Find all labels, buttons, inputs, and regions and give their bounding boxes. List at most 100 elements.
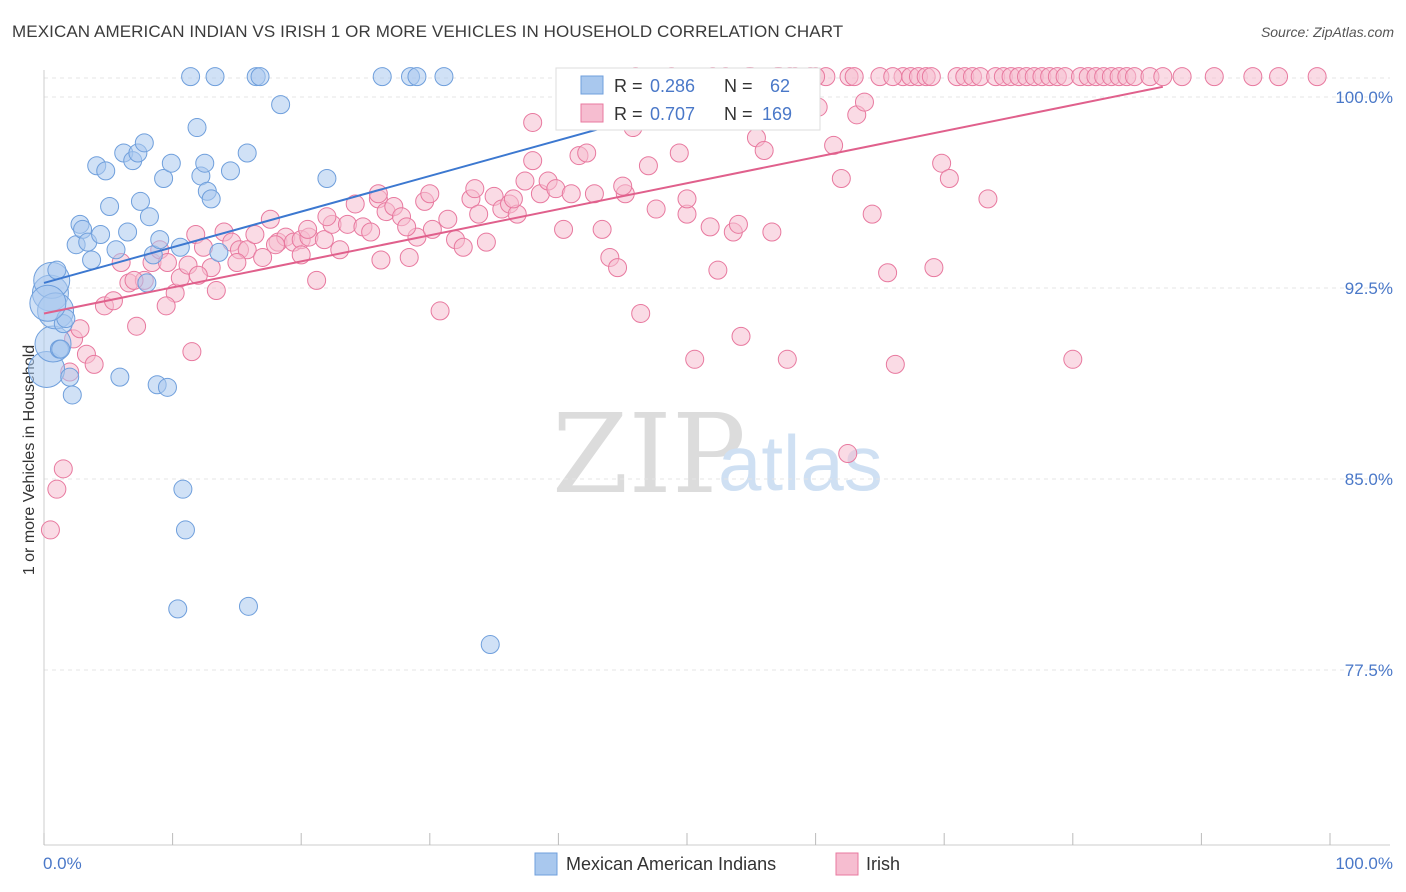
irish-point-169 <box>420 184 440 204</box>
irish-point-149 <box>1307 67 1327 87</box>
irish-point-159 <box>921 67 941 87</box>
irish-point-87 <box>700 217 720 237</box>
blue-point-21 <box>110 367 130 387</box>
y-tick-labels: 100.0% 92.5% 85.0% 77.5% <box>1335 88 1393 680</box>
irish-point-116 <box>924 258 944 278</box>
irish-trend-line <box>43 85 1164 315</box>
stats-blue-n-value: 62 <box>770 76 790 96</box>
irish-point-167 <box>317 207 337 227</box>
irish-point-23 <box>206 281 226 301</box>
blue-point-39 <box>175 520 195 540</box>
irish-point-41 <box>345 194 365 214</box>
irish-point-53 <box>438 209 458 229</box>
irish-point-110 <box>878 263 898 283</box>
irish-point-7 <box>84 354 104 374</box>
blue-point-29 <box>139 207 159 227</box>
legend-pink-label: Irish <box>866 854 900 874</box>
source-label: Source: ZipAtlas.com <box>1260 24 1394 40</box>
blue-point-35 <box>161 153 181 173</box>
irish-point-27 <box>237 240 257 260</box>
irish-point-43 <box>361 222 381 242</box>
x-ticks <box>43 833 1331 845</box>
blue-point-61 <box>51 339 71 359</box>
blue-point-49 <box>237 143 257 163</box>
irish-point-2 <box>53 459 73 479</box>
irish-point-166 <box>291 245 311 265</box>
irish-point-83 <box>669 143 689 163</box>
irish-point-57 <box>469 204 489 224</box>
irish-point-79 <box>638 156 658 176</box>
stats-pink-swatch <box>580 103 604 123</box>
irish-point-178 <box>182 342 202 362</box>
stats-pink-n-value: 169 <box>762 104 792 124</box>
irish-point-91 <box>731 326 751 346</box>
blue-point-26 <box>134 133 154 153</box>
irish-point-97 <box>777 349 797 369</box>
irish-point-1 <box>47 479 67 499</box>
blue-point-45 <box>201 189 221 209</box>
blue-point-59 <box>480 635 500 655</box>
mexican-american-indians-points <box>28 67 500 655</box>
irish-point-94 <box>754 140 774 160</box>
blue-point-15 <box>82 250 102 270</box>
irish-point-157 <box>844 67 864 87</box>
irish-point-173 <box>677 189 697 209</box>
blue-point-52 <box>250 67 270 87</box>
irish-point-165 <box>265 235 285 255</box>
legend-blue-label: Mexican American Indians <box>566 854 776 874</box>
blue-point-46 <box>205 67 225 87</box>
irish-point-118 <box>939 168 959 188</box>
irish-point-73 <box>592 219 612 239</box>
irish-point-148 <box>1269 67 1289 87</box>
irish-point-123 <box>978 189 998 209</box>
irish-point-162 <box>156 296 176 316</box>
blue-point-48 <box>220 161 240 181</box>
blue-point-54 <box>317 168 337 188</box>
irish-point-104 <box>831 168 851 188</box>
irish-point-117 <box>932 153 952 173</box>
blue-point-10 <box>62 385 82 405</box>
blue-point-36 <box>168 599 188 619</box>
blue-point-18 <box>96 161 116 181</box>
irish-point-78 <box>631 303 651 323</box>
irish-point-108 <box>862 204 882 224</box>
irish-point-170 <box>465 179 485 199</box>
axes <box>43 70 1390 846</box>
irish-point-0 <box>40 520 60 540</box>
watermark-atlas: atlas <box>718 419 883 507</box>
blue-point-17 <box>91 225 111 245</box>
blue-point-41 <box>187 118 207 138</box>
series-legend: Mexican American Indians Irish <box>534 852 900 876</box>
irish-point-64 <box>523 151 543 171</box>
irish-point-88 <box>708 260 728 280</box>
blue-point-55 <box>372 67 392 87</box>
blue-point-47 <box>209 242 229 262</box>
stats-blue-swatch <box>580 75 604 95</box>
irish-point-36 <box>307 270 327 290</box>
blue-point-32 <box>150 230 170 250</box>
irish-point-164 <box>227 253 247 273</box>
blue-point-33 <box>154 168 174 188</box>
irish-point-29 <box>253 247 273 267</box>
y-tick-label-3: 77.5% <box>1345 661 1393 680</box>
blue-point-53 <box>271 95 291 115</box>
watermark: ZIP atlas <box>552 390 883 518</box>
irish-point-68 <box>554 219 574 239</box>
irish-point-163 <box>188 265 208 285</box>
irish-point-145 <box>1172 67 1192 87</box>
blue-point-40 <box>181 67 201 87</box>
stats-blue-r-value: 0.286 <box>650 76 695 96</box>
blue-point-28 <box>137 273 157 293</box>
blue-point-50 <box>238 596 258 616</box>
irish-point-146 <box>1204 67 1224 87</box>
irish-point-174 <box>728 214 748 234</box>
irish-point-176 <box>371 250 391 270</box>
irish-point-171 <box>503 189 523 209</box>
blue-point-9 <box>60 367 80 387</box>
blue-point-60 <box>29 284 67 322</box>
irish-point-80 <box>646 199 666 219</box>
blue-point-58 <box>434 67 454 87</box>
blue-point-5 <box>47 260 67 280</box>
irish-point-63 <box>515 171 535 191</box>
